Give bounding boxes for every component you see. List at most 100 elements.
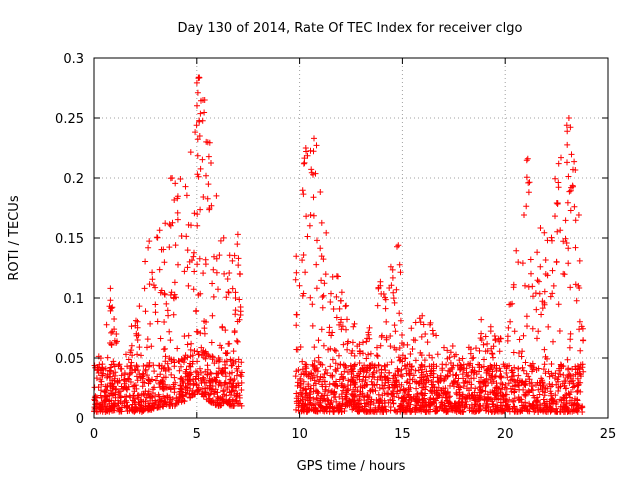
data-point [227,402,234,409]
data-point [544,385,551,392]
data-point [321,280,328,287]
data-point [330,391,337,398]
data-point [361,383,368,389]
data-point [565,365,572,372]
data-point [97,404,104,411]
data-point [477,386,484,393]
data-point [504,374,511,381]
data-point [422,399,429,406]
data-point [365,331,372,338]
data-point [237,271,244,278]
data-point [167,337,174,344]
data-point [190,380,197,387]
data-point [316,376,323,383]
data-point [512,386,518,393]
data-point [194,152,201,159]
data-point [317,402,324,409]
data-point [208,160,214,166]
data-point [455,400,462,406]
data-point [574,388,581,395]
data-point [385,379,392,386]
data-point [343,389,349,396]
data-point [537,263,544,270]
data-point [536,379,543,386]
data-point [501,407,508,414]
data-point [574,382,581,389]
data-point [343,326,349,333]
data-point [350,379,357,386]
data-point [206,139,213,146]
data-point [395,368,402,374]
data-point [293,269,300,276]
data-point [539,407,546,414]
data-point [357,366,364,373]
data-point [440,385,447,392]
data-point [321,392,328,399]
data-point [541,361,548,368]
data-point [187,394,194,401]
data-point [164,360,171,367]
data-point [398,381,405,388]
data-point [389,274,396,281]
data-point [444,372,451,379]
data-point [183,384,190,391]
data-point [364,367,371,374]
data-point [482,404,489,411]
data-point [573,297,580,304]
data-point [107,285,114,292]
data-point [406,370,413,377]
chart-title: Day 130 of 2014, Rate Of TEC Index for r… [178,21,523,36]
data-point [108,329,115,336]
data-point [489,374,496,381]
data-point [465,344,472,351]
data-point [110,407,117,414]
data-point [577,361,584,368]
data-point [343,395,350,402]
data-point [391,407,398,414]
data-point [536,290,543,297]
data-point [413,385,420,392]
data-point [406,361,413,368]
data-point [293,368,300,375]
data-point [172,180,179,187]
data-point [555,388,562,394]
data-point [145,244,152,251]
data-point [314,374,321,380]
data-point [579,403,586,410]
data-point [360,373,367,380]
data-point [325,346,332,353]
data-point [238,387,245,393]
data-point [225,289,232,295]
data-point [182,370,189,377]
data-point [377,342,384,349]
data-point [561,378,568,385]
data-point [477,402,484,409]
data-point [140,363,147,369]
data-point [504,402,511,409]
data-point [492,336,499,343]
data-point [160,393,167,400]
data-point [195,74,202,81]
data-point [538,375,545,382]
data-point [389,266,396,273]
data-point [349,396,356,403]
data-point [144,344,150,351]
data-point [237,312,244,318]
data-point [315,389,322,396]
data-point [535,328,542,335]
data-point [149,269,156,276]
data-point [376,403,383,409]
data-point [305,381,312,388]
data-point [321,378,328,385]
data-point [567,284,574,291]
data-point [513,247,520,254]
data-point [203,351,210,357]
data-point [302,361,309,368]
data-point [356,376,363,383]
data-point [209,356,216,363]
data-point [329,329,336,336]
data-point [407,376,413,383]
data-point [199,156,206,163]
data-point [368,378,375,385]
data-point [549,237,555,244]
